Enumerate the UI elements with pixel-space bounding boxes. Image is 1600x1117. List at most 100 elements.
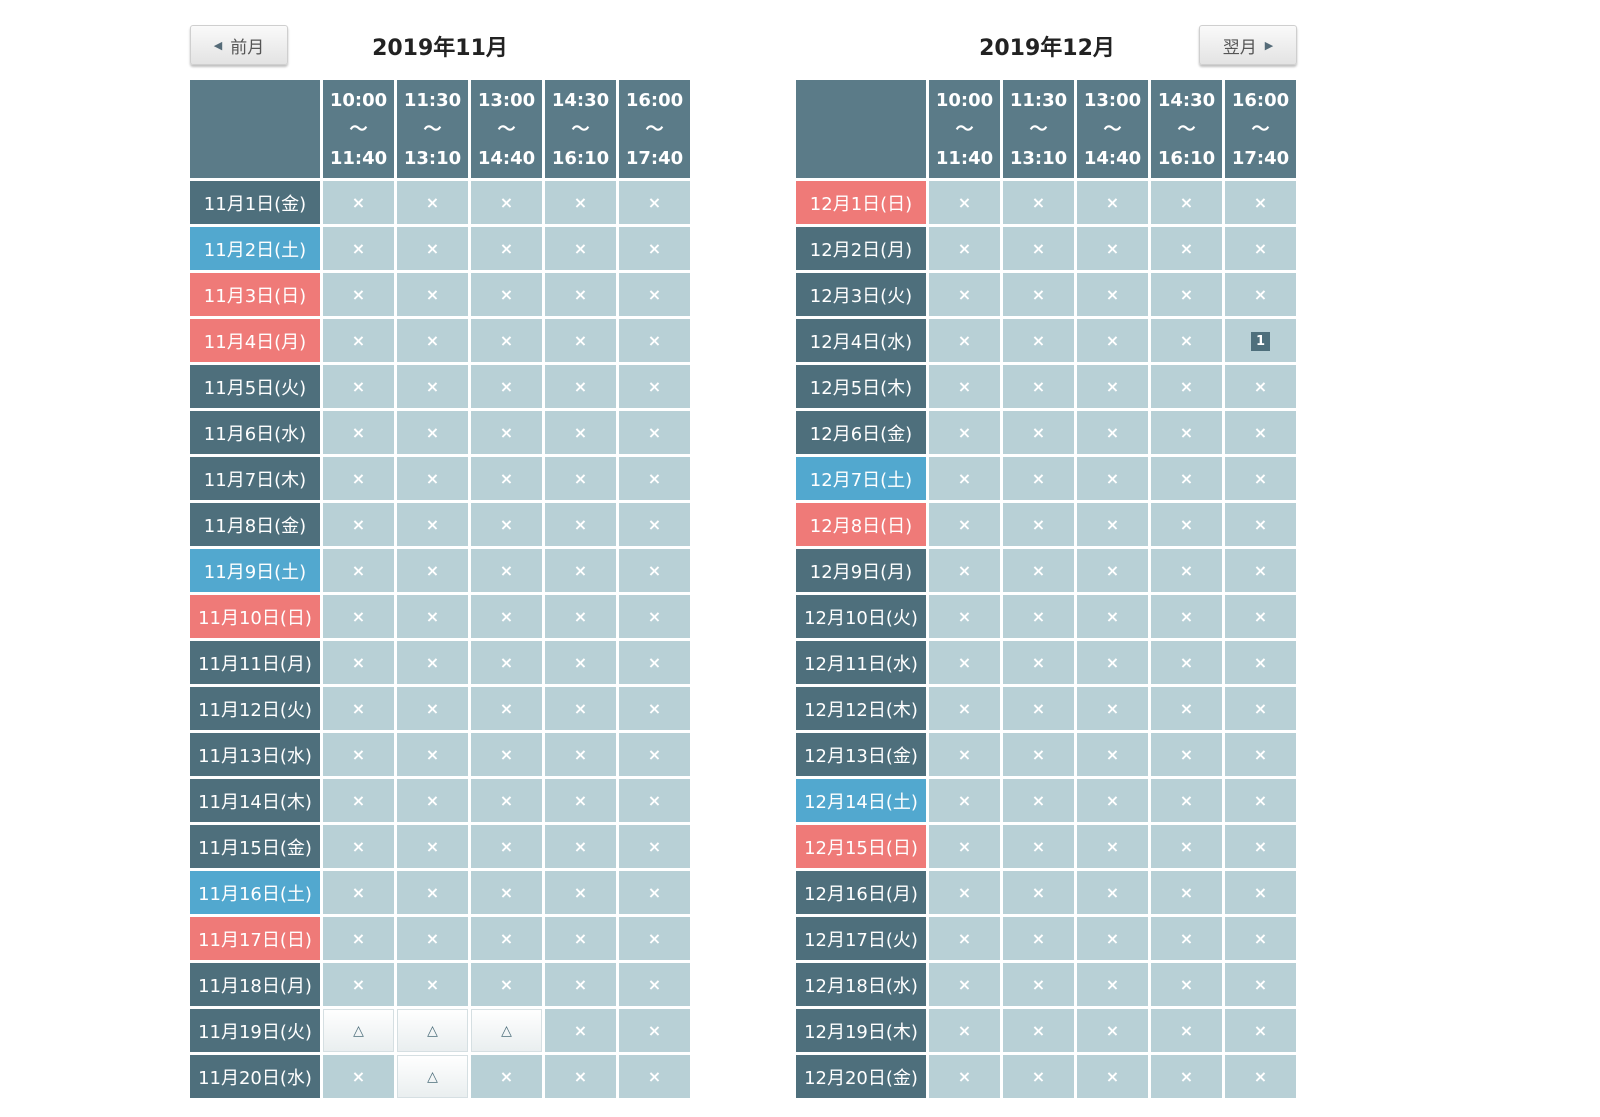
slot-unavailable[interactable]: × <box>397 917 468 960</box>
slot-unavailable[interactable]: × <box>471 549 542 592</box>
slot-unavailable[interactable]: × <box>1003 411 1074 454</box>
slot-unavailable[interactable]: × <box>619 411 690 454</box>
slot-unavailable[interactable]: × <box>1151 181 1222 224</box>
slot-unavailable[interactable]: × <box>397 457 468 500</box>
slot-unavailable[interactable]: × <box>1077 181 1148 224</box>
slot-unavailable[interactable]: × <box>471 733 542 776</box>
slot-unavailable[interactable]: × <box>619 319 690 362</box>
slot-unavailable[interactable]: × <box>929 779 1000 822</box>
slot-limited[interactable]: △ <box>323 1009 394 1052</box>
slot-unavailable[interactable]: × <box>471 457 542 500</box>
slot-unavailable[interactable]: × <box>323 319 394 362</box>
slot-unavailable[interactable]: × <box>545 825 616 868</box>
slot-unavailable[interactable]: × <box>545 917 616 960</box>
slot-unavailable[interactable]: × <box>619 457 690 500</box>
slot-unavailable[interactable]: × <box>397 411 468 454</box>
slot-unavailable[interactable]: × <box>619 733 690 776</box>
slot-unavailable[interactable]: × <box>471 319 542 362</box>
slot-unavailable[interactable]: × <box>929 227 1000 270</box>
slot-unavailable[interactable]: × <box>471 411 542 454</box>
slot-unavailable[interactable]: × <box>545 319 616 362</box>
slot-unavailable[interactable]: × <box>1151 871 1222 914</box>
slot-unavailable[interactable]: × <box>397 779 468 822</box>
slot-unavailable[interactable]: × <box>619 641 690 684</box>
slot-unavailable[interactable]: × <box>397 319 468 362</box>
slot-unavailable[interactable]: × <box>545 181 616 224</box>
slot-unavailable[interactable]: × <box>1003 319 1074 362</box>
slot-unavailable[interactable]: × <box>619 503 690 546</box>
slot-unavailable[interactable]: × <box>1077 687 1148 730</box>
slot-unavailable[interactable]: × <box>619 825 690 868</box>
slot-unavailable[interactable]: × <box>471 273 542 316</box>
slot-unavailable[interactable]: × <box>1151 963 1222 1006</box>
slot-unavailable[interactable]: × <box>1077 411 1148 454</box>
slot-unavailable[interactable]: × <box>929 963 1000 1006</box>
slot-unavailable[interactable]: × <box>1077 963 1148 1006</box>
slot-unavailable[interactable]: × <box>1077 871 1148 914</box>
slot-unavailable[interactable]: × <box>1003 273 1074 316</box>
slot-unavailable[interactable]: × <box>1151 825 1222 868</box>
slot-unavailable[interactable]: × <box>1077 733 1148 776</box>
slot-unavailable[interactable]: × <box>1003 181 1074 224</box>
slot-unavailable[interactable]: × <box>929 641 1000 684</box>
slot-unavailable[interactable]: × <box>1077 1055 1148 1098</box>
slot-unavailable[interactable]: × <box>619 181 690 224</box>
slot-unavailable[interactable]: × <box>545 733 616 776</box>
slot-unavailable[interactable]: × <box>323 503 394 546</box>
slot-unavailable[interactable]: × <box>397 641 468 684</box>
slot-unavailable[interactable]: × <box>1003 549 1074 592</box>
slot-unavailable[interactable]: × <box>397 273 468 316</box>
slot-unavailable[interactable]: × <box>323 273 394 316</box>
slot-unavailable[interactable]: × <box>1151 687 1222 730</box>
slot-unavailable[interactable]: × <box>397 687 468 730</box>
slot-unavailable[interactable]: × <box>471 595 542 638</box>
slot-unavailable[interactable]: × <box>1151 917 1222 960</box>
slot-unavailable[interactable]: × <box>929 733 1000 776</box>
slot-unavailable[interactable]: × <box>323 733 394 776</box>
slot-unavailable[interactable]: × <box>323 1055 394 1098</box>
slot-unavailable[interactable]: × <box>1225 1009 1296 1052</box>
slot-unavailable[interactable]: × <box>619 1055 690 1098</box>
slot-unavailable[interactable]: × <box>1225 411 1296 454</box>
slot-unavailable[interactable]: × <box>1225 365 1296 408</box>
slot-unavailable[interactable]: × <box>1003 963 1074 1006</box>
slot-unavailable[interactable]: × <box>929 825 1000 868</box>
slot-remaining[interactable]: 1 <box>1225 319 1296 362</box>
slot-unavailable[interactable]: × <box>1003 687 1074 730</box>
slot-unavailable[interactable]: × <box>323 411 394 454</box>
slot-unavailable[interactable]: × <box>397 181 468 224</box>
slot-unavailable[interactable]: × <box>1003 1055 1074 1098</box>
slot-unavailable[interactable]: × <box>323 825 394 868</box>
slot-unavailable[interactable]: × <box>1225 871 1296 914</box>
slot-unavailable[interactable]: × <box>1225 273 1296 316</box>
slot-unavailable[interactable]: × <box>619 871 690 914</box>
slot-unavailable[interactable]: × <box>1225 733 1296 776</box>
slot-unavailable[interactable]: × <box>545 549 616 592</box>
slot-limited[interactable]: △ <box>471 1009 542 1052</box>
slot-unavailable[interactable]: × <box>471 641 542 684</box>
slot-unavailable[interactable]: × <box>929 1055 1000 1098</box>
slot-unavailable[interactable]: × <box>397 595 468 638</box>
slot-unavailable[interactable]: × <box>471 779 542 822</box>
slot-unavailable[interactable]: × <box>1077 273 1148 316</box>
slot-unavailable[interactable]: × <box>545 1055 616 1098</box>
slot-unavailable[interactable]: × <box>619 549 690 592</box>
slot-unavailable[interactable]: × <box>1151 365 1222 408</box>
slot-unavailable[interactable]: × <box>1225 503 1296 546</box>
slot-unavailable[interactable]: × <box>471 503 542 546</box>
slot-unavailable[interactable]: × <box>471 917 542 960</box>
slot-unavailable[interactable]: × <box>397 963 468 1006</box>
slot-unavailable[interactable]: × <box>323 687 394 730</box>
slot-unavailable[interactable]: × <box>1077 595 1148 638</box>
slot-unavailable[interactable]: × <box>323 227 394 270</box>
slot-limited[interactable]: △ <box>397 1009 468 1052</box>
next-month-button[interactable]: 翌月 ▶ <box>1199 25 1297 65</box>
slot-unavailable[interactable]: × <box>1077 457 1148 500</box>
slot-unavailable[interactable]: × <box>1151 503 1222 546</box>
slot-unavailable[interactable]: × <box>397 503 468 546</box>
slot-unavailable[interactable]: × <box>323 181 394 224</box>
slot-unavailable[interactable]: × <box>1225 595 1296 638</box>
slot-unavailable[interactable]: × <box>545 687 616 730</box>
slot-unavailable[interactable]: × <box>1225 227 1296 270</box>
slot-unavailable[interactable]: × <box>1151 319 1222 362</box>
